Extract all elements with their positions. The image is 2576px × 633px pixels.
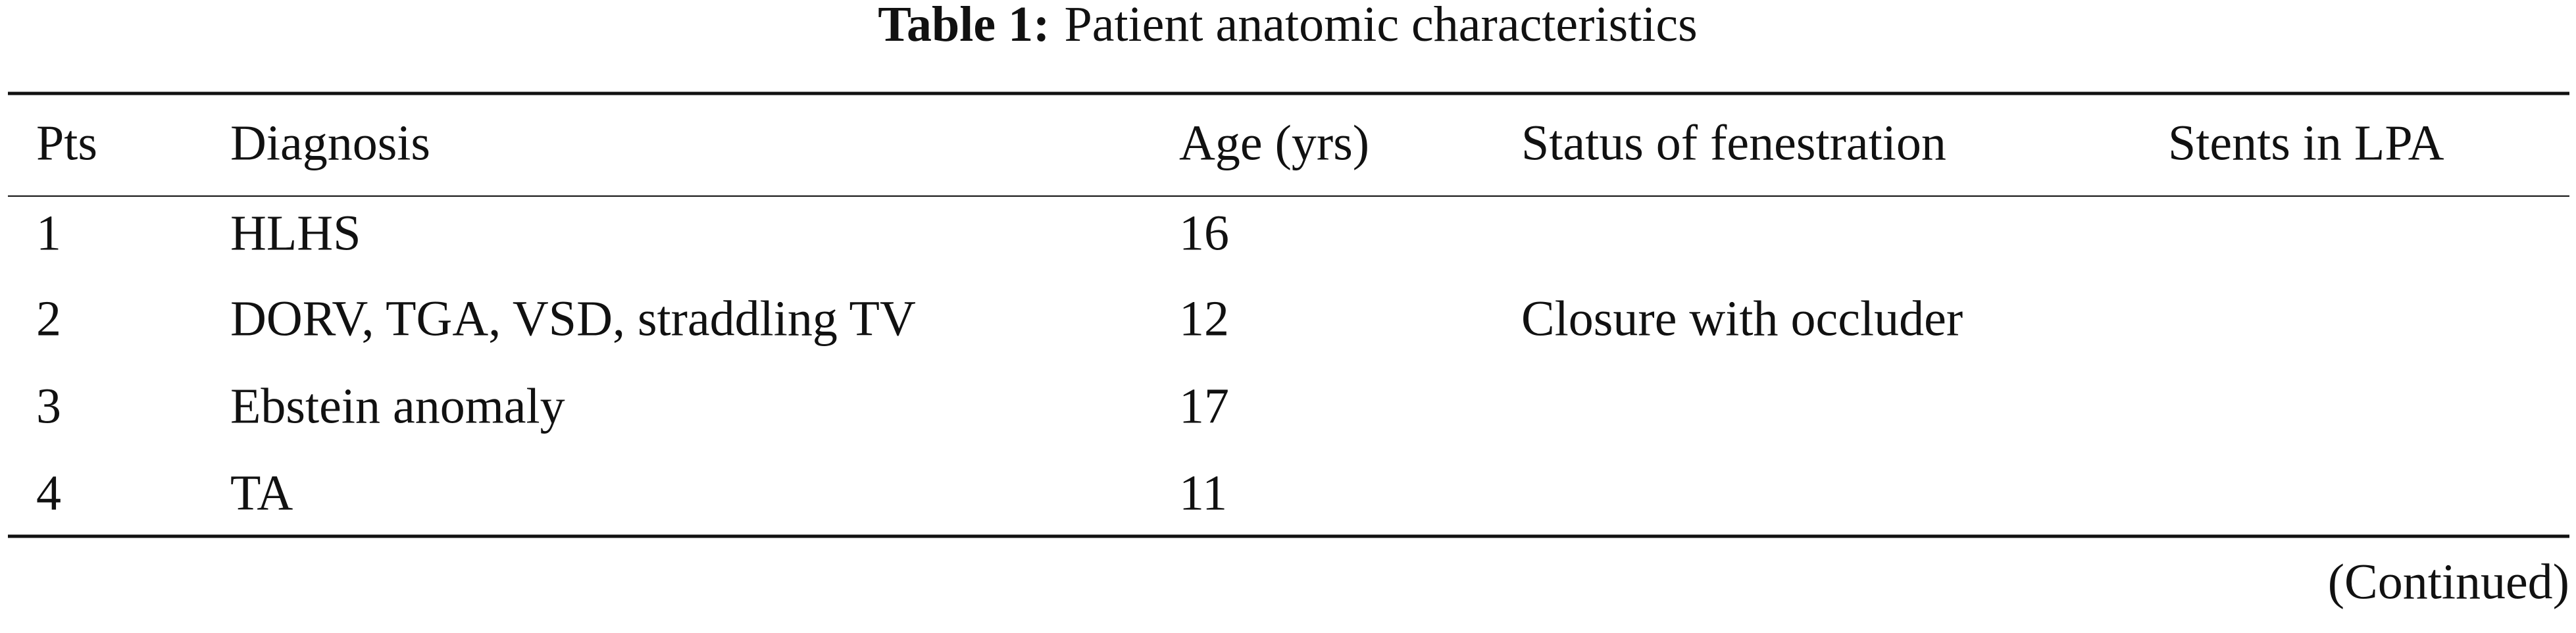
table-cell: 4	[36, 465, 61, 520]
continued-note: (Continued)	[2328, 554, 2569, 609]
table-cell: 2	[36, 291, 61, 346]
table-cell: 1	[36, 205, 61, 261]
header-cell: Stents in LPA	[2168, 115, 2444, 170]
table-cell: TA	[230, 465, 293, 520]
header-cell: Diagnosis	[230, 115, 430, 170]
table-cell: Ebstein anomaly	[230, 378, 565, 434]
table-cell: 17	[1179, 378, 1229, 434]
table-caption: Table 1: Patient anatomic characteristics	[878, 0, 1697, 52]
table-cell: 16	[1179, 205, 1229, 261]
table-cell: 11	[1179, 465, 1227, 520]
table-cell: Closure with occluder	[1521, 291, 1963, 346]
header-cell: Status of fenestration	[1521, 115, 1946, 170]
table-cell: 12	[1179, 291, 1229, 346]
table-cell: HLHS	[230, 205, 361, 261]
caption-label: Table 1:	[878, 0, 1049, 52]
table-cell: 3	[36, 378, 61, 434]
table-cell: DORV, TGA, VSD, straddling TV	[230, 291, 916, 346]
caption-text: Patient anatomic characteristics	[1064, 0, 1697, 52]
header-cell: Age (yrs)	[1179, 115, 1369, 170]
header-cell: Pts	[36, 115, 97, 170]
